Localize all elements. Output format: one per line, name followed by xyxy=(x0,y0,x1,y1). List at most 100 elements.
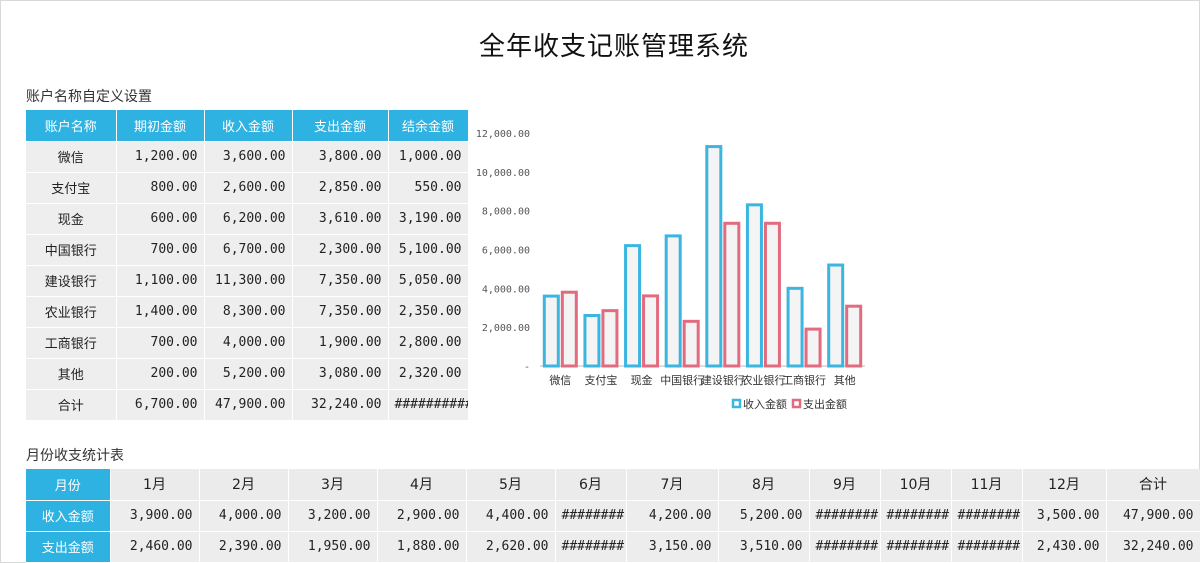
account-amount-cell[interactable]: 2,850.00 xyxy=(292,172,389,204)
account-name-cell[interactable]: 其他 xyxy=(26,358,117,390)
monthly-amount-cell[interactable]: 3,200.00 xyxy=(288,500,378,532)
account-amount-cell[interactable]: 1,200.00 xyxy=(116,141,205,173)
income-bar xyxy=(624,244,642,368)
x-category-label: 支付宝 xyxy=(584,373,617,387)
account-amount-cell[interactable]: 47,900.00 xyxy=(204,389,293,421)
month-header-cell[interactable]: 1月 xyxy=(110,469,200,501)
month-header-cell[interactable]: 11月 xyxy=(951,469,1023,501)
account-amount-cell[interactable]: 2,800.00 xyxy=(388,327,469,359)
monthly-amount-cell[interactable]: ######## xyxy=(880,531,952,563)
monthly-amount-cell[interactable]: 3,510.00 xyxy=(718,531,810,563)
accounts-header-cell[interactable]: 结余金额 xyxy=(388,110,469,142)
monthly-amount-cell[interactable]: 32,240.00 xyxy=(1106,531,1200,563)
account-amount-cell[interactable]: 1,400.00 xyxy=(116,296,205,328)
monthly-amount-cell[interactable]: 3,900.00 xyxy=(110,500,200,532)
monthly-amount-cell[interactable]: 3,500.00 xyxy=(1022,500,1107,532)
account-name-cell[interactable]: 支付宝 xyxy=(26,172,117,204)
month-header-cell[interactable]: 合计 xyxy=(1106,469,1200,501)
account-name-cell[interactable]: 中国银行 xyxy=(26,234,117,266)
account-amount-cell[interactable]: 6,700.00 xyxy=(116,389,205,421)
x-category-label: 微信 xyxy=(549,373,571,387)
monthly-amount-cell[interactable]: ######## xyxy=(555,500,627,532)
account-amount-cell[interactable]: 3,190.00 xyxy=(388,203,469,235)
monthly-amount-cell[interactable]: 47,900.00 xyxy=(1106,500,1200,532)
account-name-cell[interactable]: 建设银行 xyxy=(26,265,117,297)
monthly-amount-cell[interactable]: 2,620.00 xyxy=(466,531,556,563)
account-amount-cell[interactable]: 2,320.00 xyxy=(388,358,469,390)
accounts-header-cell[interactable]: 期初金额 xyxy=(116,110,205,142)
monthly-amount-cell[interactable]: 4,400.00 xyxy=(466,500,556,532)
account-amount-cell[interactable]: 3,600.00 xyxy=(204,141,293,173)
month-header-cell[interactable]: 6月 xyxy=(555,469,627,501)
account-name-cell[interactable]: 现金 xyxy=(26,203,117,235)
account-amount-cell[interactable]: 550.00 xyxy=(388,172,469,204)
month-header-cell[interactable]: 9月 xyxy=(809,469,881,501)
monthly-amount-cell[interactable]: 1,950.00 xyxy=(288,531,378,563)
monthly-amount-cell[interactable]: 1,880.00 xyxy=(377,531,467,563)
monthly-amount-cell[interactable]: 2,900.00 xyxy=(377,500,467,532)
monthly-amount-cell[interactable]: 2,430.00 xyxy=(1022,531,1107,563)
account-name-cell[interactable]: 微信 xyxy=(26,141,117,173)
monthly-amount-cell[interactable]: 3,150.00 xyxy=(626,531,719,563)
monthly-row-label[interactable]: 收入金额 xyxy=(26,500,111,532)
account-amount-cell[interactable]: 3,080.00 xyxy=(292,358,389,390)
month-header-cell[interactable]: 8月 xyxy=(718,469,810,501)
account-amount-cell[interactable]: 1,100.00 xyxy=(116,265,205,297)
monthly-body: 月份 1月 2月 3月 4月 5月 6月 7月 8月 9月 10月 11月 12月 合计收入金额 3,900… xyxy=(26,469,1200,563)
month-header-cell[interactable]: 5月 xyxy=(466,469,556,501)
account-amount-cell[interactable]: 800.00 xyxy=(116,172,205,204)
monthly-amount-cell[interactable]: 2,390.00 xyxy=(199,531,289,563)
account-amount-cell[interactable]: ########## xyxy=(388,389,469,421)
month-header-cell[interactable]: 3月 xyxy=(288,469,378,501)
month-header-cell[interactable]: 12月 xyxy=(1022,469,1107,501)
account-amount-cell[interactable]: 1,900.00 xyxy=(292,327,389,359)
account-name-cell[interactable]: 合计 xyxy=(26,389,117,421)
account-amount-cell[interactable]: 2,600.00 xyxy=(204,172,293,204)
account-amount-cell[interactable]: 200.00 xyxy=(116,358,205,390)
month-header-cell[interactable]: 7月 xyxy=(626,469,719,501)
account-amount-cell[interactable]: 5,100.00 xyxy=(388,234,469,266)
income-bar xyxy=(786,286,804,368)
account-amount-cell[interactable]: 6,700.00 xyxy=(204,234,293,266)
account-amount-cell[interactable]: 3,800.00 xyxy=(292,141,389,173)
account-amount-cell[interactable]: 700.00 xyxy=(116,234,205,266)
monthly-amount-cell[interactable]: ######## xyxy=(555,531,627,563)
monthly-amount-cell[interactable]: 4,200.00 xyxy=(626,500,719,532)
account-amount-cell[interactable]: 2,300.00 xyxy=(292,234,389,266)
account-amount-cell[interactable]: 2,350.00 xyxy=(388,296,469,328)
monthly-amount-cell[interactable]: 4,000.00 xyxy=(199,500,289,532)
monthly-amount-cell[interactable]: ######## xyxy=(880,500,952,532)
account-amount-cell[interactable]: 11,300.00 xyxy=(204,265,293,297)
accounts-header-cell[interactable]: 账户名称 xyxy=(26,110,117,142)
account-amount-cell[interactable]: 7,350.00 xyxy=(292,265,389,297)
income-bar xyxy=(542,294,560,368)
account-amount-cell[interactable]: 4,000.00 xyxy=(204,327,293,359)
account-amount-cell[interactable]: 3,610.00 xyxy=(292,203,389,235)
monthly-amount-cell[interactable]: ######## xyxy=(809,500,881,532)
monthly-amount-cell[interactable]: 2,460.00 xyxy=(110,531,200,563)
account-row: 工商银行 700.00 4,000.00 1,900.00 2,800.00 xyxy=(26,327,469,359)
month-header-cell[interactable]: 10月 xyxy=(880,469,952,501)
monthly-amount-cell[interactable]: ######## xyxy=(951,500,1023,532)
month-header-cell[interactable]: 4月 xyxy=(377,469,467,501)
account-amount-cell[interactable]: 5,050.00 xyxy=(388,265,469,297)
account-amount-cell[interactable]: 700.00 xyxy=(116,327,205,359)
account-amount-cell[interactable]: 7,350.00 xyxy=(292,296,389,328)
monthly-amount-cell[interactable]: 5,200.00 xyxy=(718,500,810,532)
account-amount-cell[interactable]: 8,300.00 xyxy=(204,296,293,328)
page-title: 全年收支记账管理系统 xyxy=(478,32,749,62)
account-amount-cell[interactable]: 6,200.00 xyxy=(204,203,293,235)
monthly-amount-cell[interactable]: ######## xyxy=(809,531,881,563)
account-amount-cell[interactable]: 600.00 xyxy=(116,203,205,235)
accounts-header-cell[interactable]: 收入金额 xyxy=(204,110,293,142)
month-header-cell[interactable]: 2月 xyxy=(199,469,289,501)
accounts-header-cell[interactable]: 支出金额 xyxy=(292,110,389,142)
monthly-row-label[interactable]: 支出金额 xyxy=(26,531,111,563)
account-amount-cell[interactable]: 1,000.00 xyxy=(388,141,469,173)
monthly-amount-cell[interactable]: ######## xyxy=(951,531,1023,563)
account-amount-cell[interactable]: 32,240.00 xyxy=(292,389,389,421)
account-amount-cell[interactable]: 5,200.00 xyxy=(204,358,293,390)
monthly-header-label[interactable]: 月份 xyxy=(26,469,111,501)
account-name-cell[interactable]: 农业银行 xyxy=(26,296,117,328)
account-name-cell[interactable]: 工商银行 xyxy=(26,327,117,359)
